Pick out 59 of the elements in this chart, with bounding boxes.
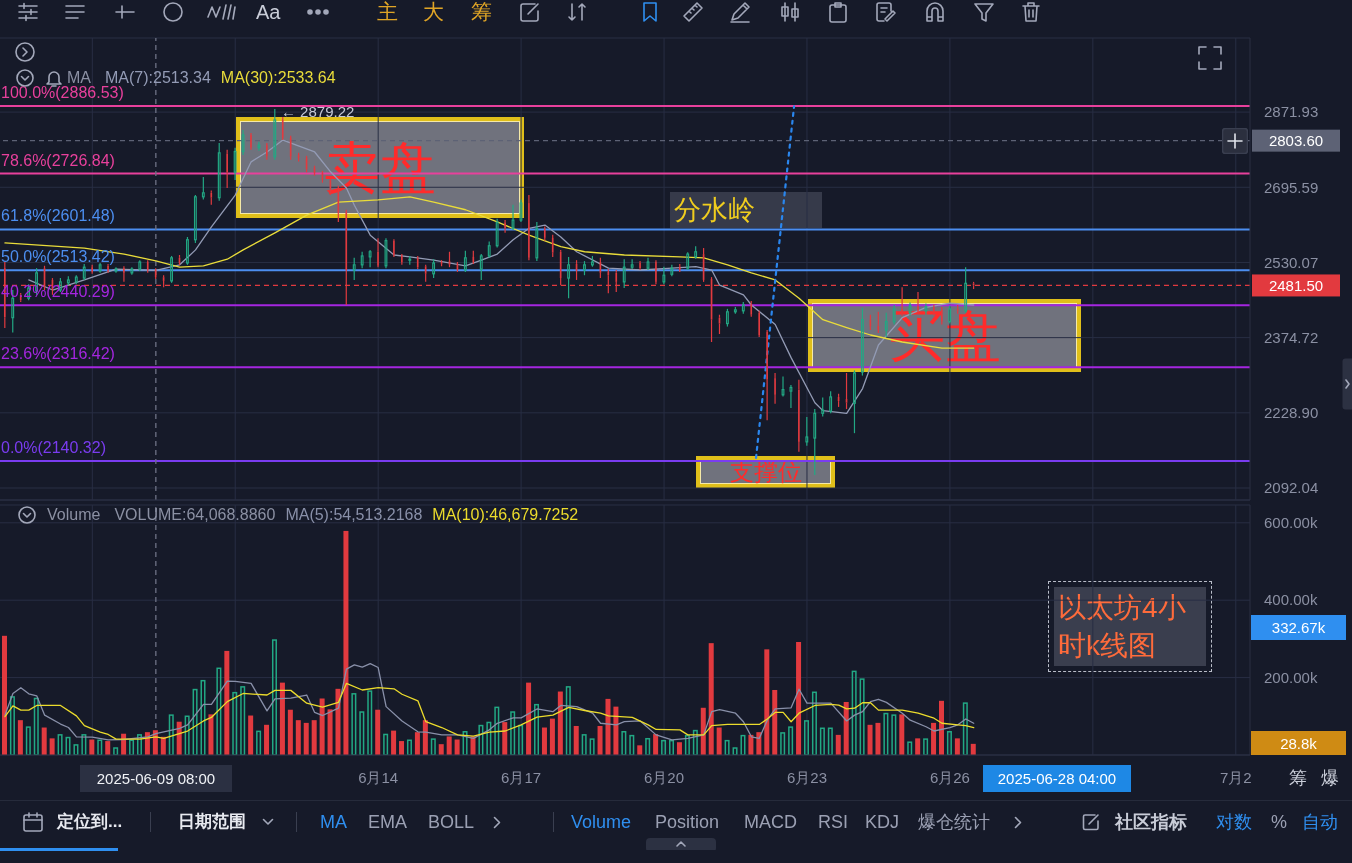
text: EMA [368,812,408,832]
text: 爆 [1321,768,1339,788]
text: MA(10):46,679.7252 [432,506,579,524]
ref-line-label: 78.6%(2726.84) [1,151,115,169]
y-tick-label: 2092.04 [1264,479,1319,497]
x-tick-label: 6月23 [786,768,827,786]
x-tick-label: 7月2 [1219,768,1252,786]
x-tick-label: 6月26 [929,768,970,786]
ref-line-label: 50.0%(2513.42) [1,248,115,266]
y-tick-label: 2871.93 [1264,103,1319,121]
text: RSI [818,812,849,832]
text: 筹 [1289,768,1307,788]
ref-line-label: 2803.60 [1268,131,1324,149]
annotation: 分水岭 [674,194,755,225]
text: 自动 [1302,812,1338,832]
y-tick-label: 2374.72 [1264,328,1319,346]
ref-line-label: 61.8%(2601.48) [1,207,115,225]
text: 爆仓统计 [918,812,990,832]
y-tick-label: 2530.07 [1264,253,1319,271]
text: MA(5):54,513.2168 [285,506,423,524]
annotation: 以太坊4小时k线图 [1058,592,1186,661]
text: 大 [423,0,444,23]
text: Aa [256,1,281,23]
ref-line-label: 0.0%(2140.32) [1,438,106,456]
text: Volume [571,812,632,832]
y-tick-label: 400.00k [1264,591,1318,609]
text: 2025-06-28 04:00 [997,770,1117,787]
text: % [1271,812,1288,832]
y-tick-label: 600.00k [1264,514,1318,532]
text: 332.67k [1271,619,1326,636]
x-tick-label: 6月20 [644,768,685,786]
text: 2025-06-09 08:00 [96,770,216,787]
text: MA(30):2533.64 [220,69,336,87]
legend-title: MA [67,69,91,86]
annotation: VOLUME:64,068.8860 [114,506,276,524]
text: 对数 [1216,812,1252,832]
text: MA [320,812,347,832]
legend-title: Volume [47,506,101,524]
ref-line-label: 23.6%(2316.42) [1,345,115,363]
text: 主 [377,0,398,23]
x-tick-label: 6月17 [501,768,542,786]
text: KDJ [865,812,900,832]
y-tick-label: 2695.59 [1264,178,1319,196]
text: MA(7):2513.34 [105,69,211,86]
ref-line-label: 2481.50 [1268,276,1324,294]
y-tick-label: 2228.90 [1264,404,1319,422]
annotation: 支撑位 [729,458,802,485]
text: 筹 [471,0,492,23]
text: 日期范围 [178,812,246,831]
text: 28.8k [1280,734,1317,752]
text: 社区指标 [1115,812,1187,832]
x-tick-label: 6月14 [358,768,399,786]
text: BOLL [428,812,475,832]
annotation: ← 2879.22 [280,103,355,121]
text: MACD [744,812,797,832]
ref-line-label: 100.0%(2886.53) [1,84,124,102]
text: 定位到... [57,812,123,831]
y-tick-label: 200.00k [1264,668,1318,686]
text: Position [655,812,720,832]
